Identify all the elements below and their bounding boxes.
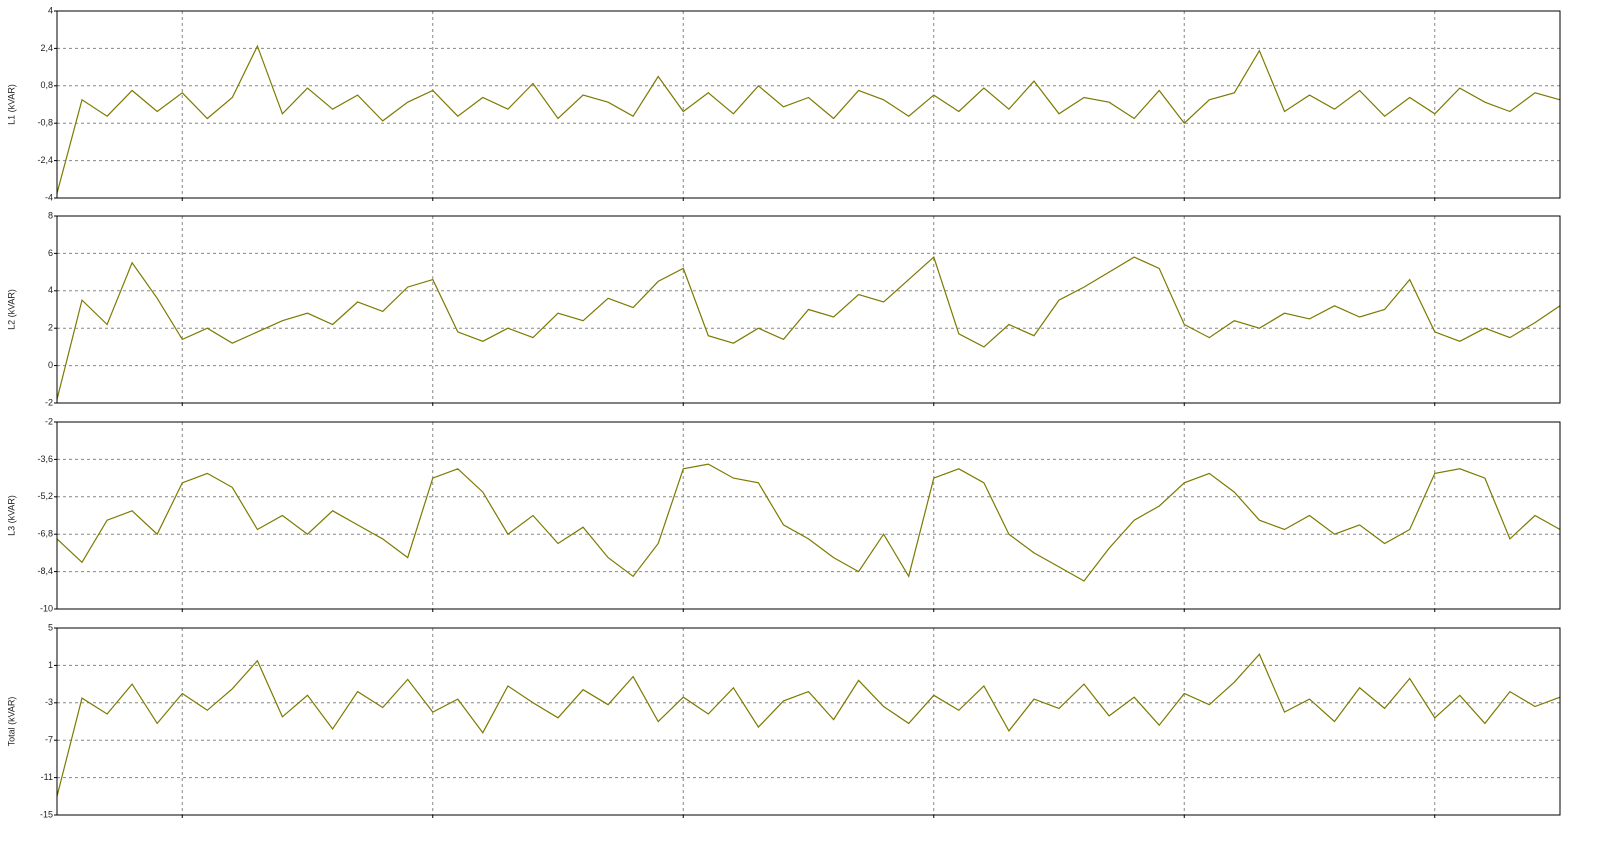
- y-tick-label: 0: [48, 360, 53, 370]
- y-axis-label: L1 (kVAR): [6, 84, 16, 125]
- y-tick-label: -7: [45, 735, 53, 745]
- data-line: [56, 653, 1561, 797]
- y-tick-label: 4: [48, 285, 53, 295]
- data-line: [56, 44, 1561, 194]
- y-tick-label: 2,4: [40, 43, 53, 53]
- y-tick-label: -11: [41, 772, 53, 782]
- y-tick-label: 1: [48, 660, 53, 670]
- y-tick-label: -8,4: [37, 566, 53, 576]
- y-axis-label: L3 (kVAR): [6, 495, 16, 536]
- y-tick-label: -2: [45, 397, 53, 407]
- y-tick-label: -3,6: [37, 454, 53, 464]
- y-tick-label: -3: [45, 697, 53, 707]
- y-tick-label: -6,8: [37, 529, 53, 539]
- plot-frame: [56, 627, 1561, 816]
- y-tick-label: 4: [48, 5, 53, 15]
- y-tick-label: -2: [45, 416, 53, 426]
- y-tick-label: -0,8: [37, 118, 53, 128]
- y-axis-label: Total (kVAR): [6, 697, 16, 747]
- y-tick-label: 5: [48, 622, 53, 632]
- y-tick-label: -15: [40, 809, 53, 819]
- y-tick-label: 6: [48, 248, 53, 258]
- y-axis-label: L2 (kVAR): [6, 289, 16, 330]
- data-line: [56, 256, 1561, 400]
- plot-frame: [56, 10, 1561, 199]
- y-tick-label: -4: [45, 192, 53, 202]
- y-tick-label: -5,2: [37, 491, 53, 501]
- data-line: [56, 463, 1561, 582]
- plot-frame: [56, 421, 1561, 610]
- y-tick-label: 2: [48, 323, 53, 333]
- plot-frame: [56, 215, 1561, 404]
- y-tick-label: 8: [48, 210, 53, 220]
- y-tick-label: -10: [40, 603, 53, 613]
- y-tick-label: 0,8: [40, 80, 53, 90]
- y-tick-label: -2,4: [37, 155, 53, 165]
